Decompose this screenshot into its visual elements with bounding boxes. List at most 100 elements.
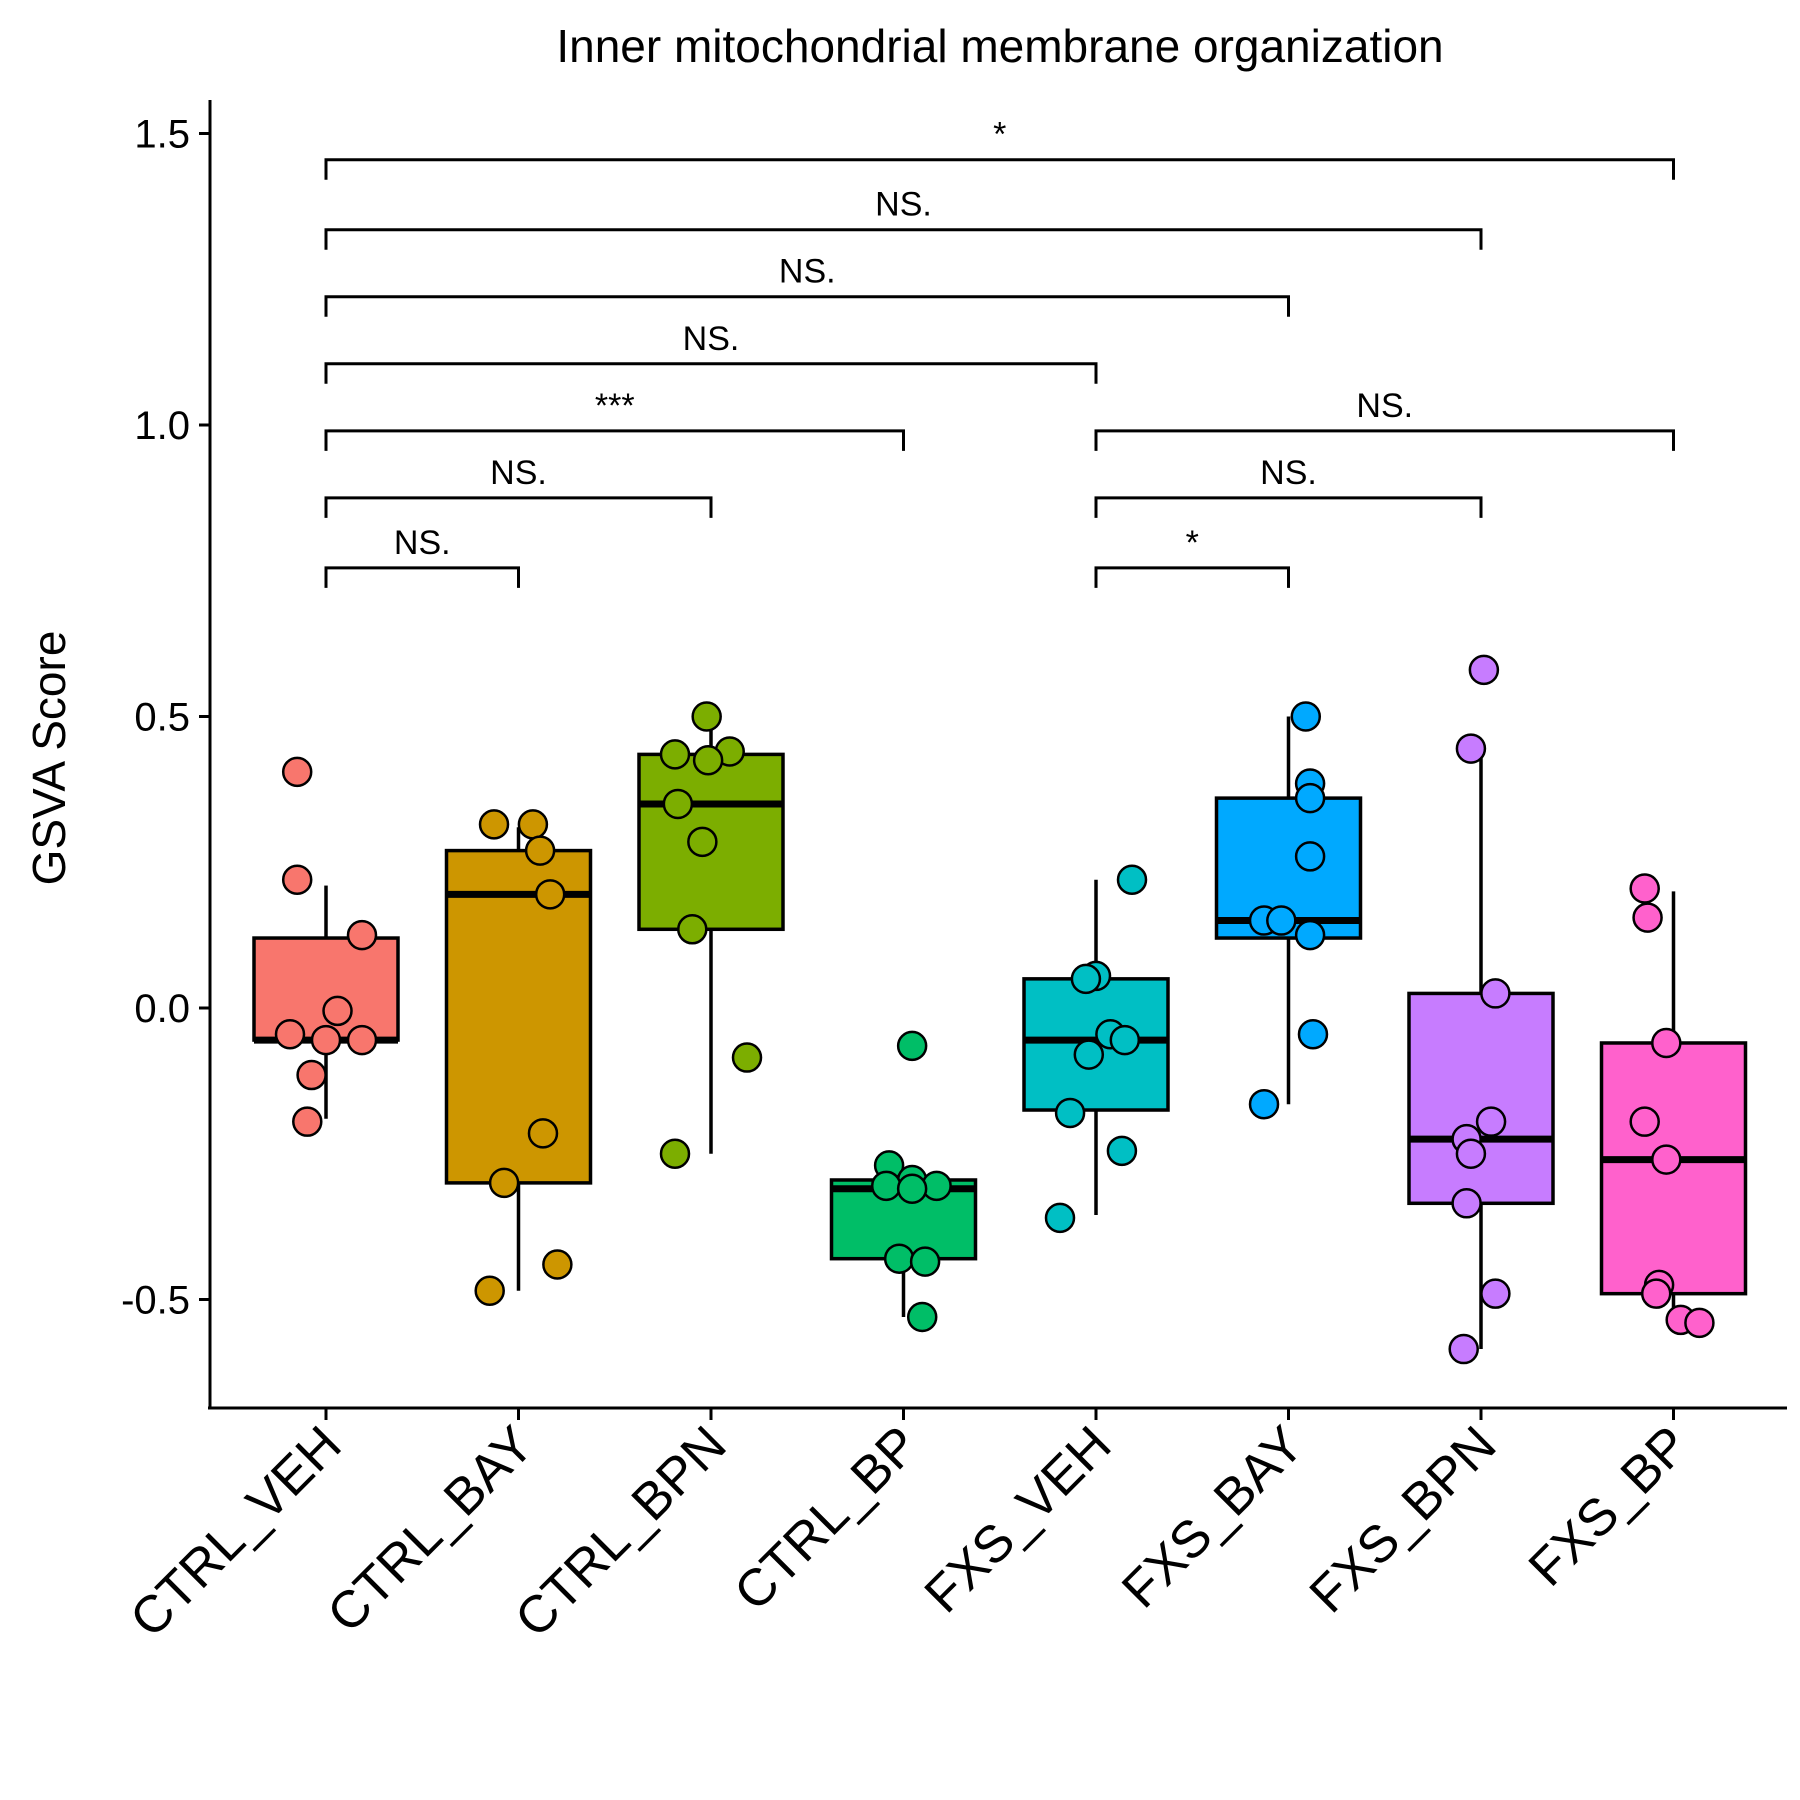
box-body: [1407, 991, 1555, 1206]
significance-label: NS.: [875, 186, 932, 224]
bracket-line: [324, 566, 520, 588]
data-point: [310, 1024, 342, 1056]
data-point: [677, 914, 708, 945]
data-point: [896, 1173, 928, 1204]
bracket-line: [324, 496, 713, 518]
data-point: [1294, 782, 1326, 814]
data-point: [1044, 1202, 1076, 1234]
data-point: [1455, 733, 1487, 764]
significance-label: NS.: [1260, 454, 1317, 492]
data-point: [474, 1275, 505, 1307]
data-point: [281, 756, 313, 788]
data-point: [1475, 1106, 1507, 1137]
data-point: [883, 1243, 915, 1274]
box-CTRL_BPN: [637, 716, 785, 1154]
data-point: [524, 835, 556, 866]
data-point: [1448, 1333, 1479, 1365]
x-tick-label: CTRL_BP: [723, 1415, 930, 1622]
data-point: [1640, 1278, 1672, 1309]
data-point: [517, 809, 549, 840]
x-tick-label: CTRL_BPN: [504, 1415, 737, 1648]
data-point: [1632, 902, 1663, 933]
data-point: [1451, 1188, 1482, 1219]
box-body: [444, 848, 593, 1185]
data-point: [346, 919, 378, 951]
data-point: [691, 701, 722, 732]
comparison-bracket: NS.: [1094, 454, 1483, 518]
x-tick-label: FXS_BPN: [1299, 1415, 1508, 1624]
data-point: [870, 1170, 902, 1202]
data-point: [731, 1042, 763, 1073]
data-point: [1073, 1039, 1105, 1070]
box-CTRL_BAY: [444, 827, 593, 1291]
x-tick-label: CTRL_VEH: [119, 1415, 352, 1648]
chart-title: Inner mitochondrial membrane organizatio…: [556, 20, 1443, 72]
y-tick-label: 0.5: [134, 696, 190, 740]
significance-label: NS.: [683, 320, 740, 358]
significance-label: *: [993, 116, 1006, 154]
data-point: [1116, 864, 1148, 895]
box-FXS_BP: [1599, 891, 1748, 1320]
data-point: [659, 739, 691, 770]
data-point: [292, 1106, 323, 1137]
data-point: [659, 1138, 691, 1169]
bracket-line: [1094, 496, 1483, 518]
bracket-line: [324, 429, 905, 451]
significance-label: NS.: [1356, 387, 1413, 425]
bracket-line: [1094, 429, 1675, 451]
data-point: [542, 1249, 573, 1280]
data-point: [1468, 654, 1500, 686]
data-point: [1297, 1018, 1329, 1050]
comparison-bracket: NS.: [324, 320, 1098, 384]
data-point: [281, 864, 313, 895]
bracket-line: [324, 362, 1098, 384]
bracket-line: [324, 228, 1483, 250]
data-point: [346, 1024, 378, 1056]
significance-label: *: [1186, 524, 1199, 562]
data-point: [1684, 1307, 1715, 1339]
data-point: [1455, 1138, 1487, 1169]
data-point: [527, 1118, 559, 1149]
data-point: [1294, 919, 1326, 951]
comparison-bracket: *: [324, 116, 1675, 180]
box-CTRL_VEH: [252, 885, 400, 1119]
data-point: [906, 1301, 938, 1333]
bracket-line: [324, 158, 1675, 180]
data-point: [1109, 1024, 1141, 1056]
data-point: [662, 788, 694, 820]
comparison-bracket: *: [1094, 524, 1290, 588]
data-point: [1629, 873, 1660, 904]
data-point: [687, 826, 718, 858]
comparison-bracket: NS.: [324, 253, 1290, 317]
comparison-bracket: NS.: [1094, 387, 1675, 451]
x-tick-label: FXS_VEH: [914, 1415, 1123, 1624]
y-tick-label: 1.5: [134, 113, 190, 157]
data-point: [274, 1018, 306, 1050]
box-FXS_BPN: [1407, 745, 1555, 1350]
significance-label: ***: [595, 387, 635, 425]
box-body: [252, 936, 400, 1042]
data-point: [1629, 1106, 1660, 1137]
data-point: [1294, 841, 1326, 872]
data-point: [488, 1167, 520, 1199]
comparison-bracket: NS.: [324, 454, 713, 518]
data-point: [909, 1246, 941, 1277]
significance-label: NS.: [490, 454, 547, 492]
significance-label: NS.: [779, 253, 836, 291]
box-FXS_BAY: [1214, 716, 1363, 1105]
data-point: [1106, 1135, 1138, 1167]
data-point: [1290, 701, 1322, 732]
significance-brackets: NS. NS. *** NS. NS. NS. * * NS. NS.: [324, 116, 1675, 588]
data-point: [1054, 1097, 1086, 1129]
data-point: [1651, 1144, 1682, 1175]
significance-label: NS.: [394, 524, 451, 562]
comparison-bracket: NS.: [324, 524, 520, 588]
y-tick-label: -0.5: [121, 1279, 190, 1323]
y-tick-label: 0.0: [134, 987, 190, 1031]
data-point: [322, 995, 353, 1027]
data-point: [534, 879, 566, 910]
y-axis-ticks: -0.5 0.0 0.5 1.0 1.5: [121, 113, 210, 1323]
plot-area: [252, 654, 1748, 1365]
comparison-bracket: NS.: [324, 186, 1483, 250]
